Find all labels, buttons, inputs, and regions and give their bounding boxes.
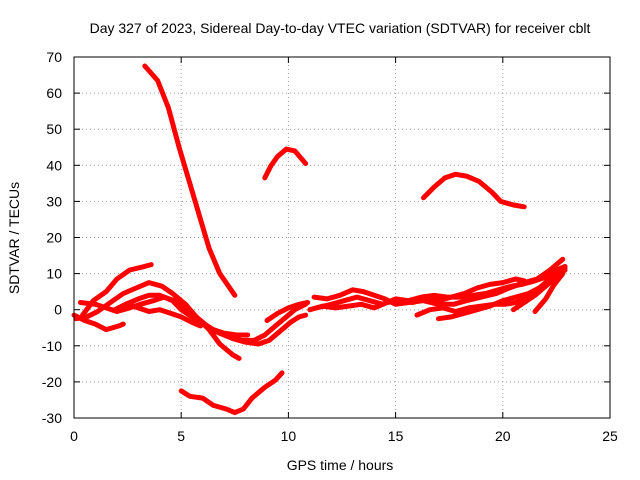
axis-ticks: 0 5 10 15 20 25 -30 -20 -10 0 10 20 30 40 50 60 70	[42, 49, 618, 444]
x-tick-label: 25	[602, 428, 618, 444]
y-tick-label: 60	[46, 85, 62, 101]
x-tick-label: 10	[281, 428, 297, 444]
series-line-arc-4	[178, 370, 285, 416]
series-line-arc-15	[307, 276, 527, 313]
gridlines	[74, 57, 610, 418]
y-axis-label: SDTVAR / TECUs	[6, 182, 22, 294]
series-line-arc-8	[71, 312, 126, 333]
series-line-arc-18	[511, 267, 568, 313]
x-tick-label: 20	[495, 428, 511, 444]
series-line-arc-11	[208, 312, 309, 347]
y-tick-label: 50	[46, 121, 62, 137]
series-line-arc-5	[80, 262, 154, 318]
y-tick-label: 70	[46, 49, 62, 65]
series-line-arc-10	[125, 301, 203, 329]
series-line-arc-7	[77, 294, 309, 343]
x-tick-label: 15	[388, 428, 404, 444]
x-tick-label: 5	[177, 428, 185, 444]
y-tick-label: 20	[46, 230, 62, 246]
series-line-arc-3	[421, 171, 527, 210]
series-group	[71, 63, 568, 416]
series-line-arc-2	[262, 146, 309, 181]
y-tick-label: -30	[42, 410, 62, 426]
series-line-arc-12	[264, 300, 311, 323]
y-tick-label: 40	[46, 157, 62, 173]
y-tick-label: -20	[42, 374, 62, 390]
series-line-arc-14	[311, 256, 566, 307]
chart-title: Day 327 of 2023, Sidereal Day-to-day VTE…	[90, 20, 591, 36]
y-tick-label: 0	[54, 302, 62, 318]
series-line-arc-19	[532, 271, 566, 314]
x-tick-label: 0	[70, 428, 78, 444]
series-line-arc-1	[142, 63, 238, 298]
y-tick-label: 10	[46, 266, 62, 282]
x-axis-label: GPS time / hours	[287, 457, 394, 473]
y-tick-label: 30	[46, 193, 62, 209]
y-tick-label: -10	[42, 338, 62, 354]
